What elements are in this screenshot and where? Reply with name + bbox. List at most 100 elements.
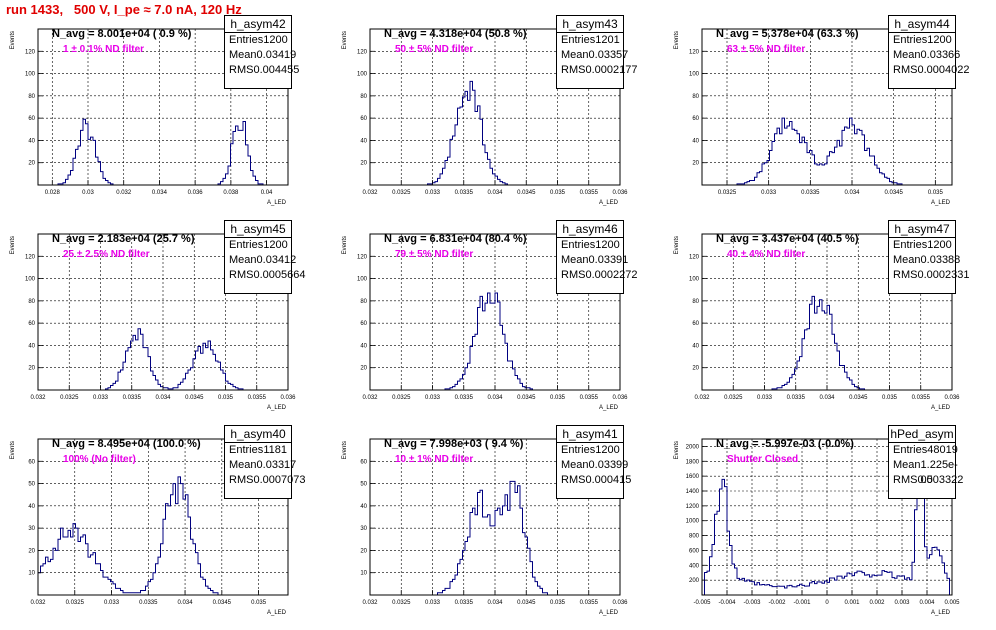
y-tick-label: 20 xyxy=(28,161,35,167)
filter-label: 79 ± 5% ND filter xyxy=(395,249,474,260)
x-tick-label: 0.0335 xyxy=(455,600,474,606)
histogram-name: h_asym45 xyxy=(225,221,291,238)
y-tick-label: 200 xyxy=(689,578,700,584)
histogram-plot: 0.032 0.0325 0.033 0.0335 0.034 0.0345 0.035 0.… xyxy=(342,438,628,616)
filter-label: 10 ± 1% ND filter xyxy=(395,454,474,465)
stats-value: 0.03391 xyxy=(588,254,629,266)
stats-label: RMS xyxy=(561,269,586,281)
x-tick-label: 0.0325 xyxy=(392,600,411,606)
stats-row-mean: Mean 0.03388 xyxy=(889,253,960,268)
histogram-panel-hPed_asym: -0.005 -0.004 -0.003 -0.002 -0.001 0 0.001 0.00… xyxy=(664,425,996,630)
x-tick-label: 0.036 xyxy=(280,395,296,401)
stats-label: Entries xyxy=(229,34,264,46)
x-axis-label: A_LED xyxy=(931,610,951,616)
x-tick-label: 0.0355 xyxy=(580,395,599,401)
y-tick-label: 20 xyxy=(28,548,35,554)
x-axis-label: A_LED xyxy=(931,405,951,411)
x-tick-label: -0.005 xyxy=(693,600,711,606)
stats-value: 48019 xyxy=(927,444,958,456)
histogram-panel-h_asym40: 0.032 0.0325 0.033 0.0335 0.034 0.0345 0.035 10… xyxy=(0,425,332,630)
navg-label: N_avg = 4.318e+04 (50.8 %) xyxy=(384,28,527,40)
navg-label: N_avg = 5.378e+04 (63.3 %) xyxy=(716,28,859,40)
stats-label: RMS xyxy=(561,474,586,486)
stats-label: RMS xyxy=(893,64,918,76)
x-tick-label: 0.0345 xyxy=(517,600,536,606)
y-tick-label: 10 xyxy=(360,571,367,577)
histogram-plot: 0.032 0.0325 0.033 0.0335 0.034 0.0345 0.035 10… xyxy=(10,438,289,616)
y-tick-label: 2000 xyxy=(686,444,700,450)
stats-value: 1.225e-05 xyxy=(920,459,958,486)
stats-row-rms: RMS 0.0002331 xyxy=(889,268,969,283)
x-tick-label: 0.032 xyxy=(694,395,710,401)
x-tick-label: 0.035 xyxy=(928,190,944,196)
stats-label: RMS xyxy=(229,474,254,486)
stats-label: RMS xyxy=(229,269,254,281)
histogram-panel-h_asym41: 0.032 0.0325 0.033 0.0335 0.034 0.0345 0.035 0.… xyxy=(332,425,664,630)
x-axis-label: A_LED xyxy=(267,405,287,411)
stats-label: RMS xyxy=(561,64,586,76)
x-tick-label: 0.0355 xyxy=(912,395,931,401)
histogram-panel-h_asym46: 0.032 0.0325 0.033 0.0335 0.034 0.0345 0.035 0.… xyxy=(332,220,664,425)
histogram-series xyxy=(38,118,288,186)
x-tick-label: 0.033 xyxy=(104,600,120,606)
x-tick-label: 0 xyxy=(825,600,829,606)
x-tick-label: 0.001 xyxy=(844,600,860,606)
histogram-name: h_asym43 xyxy=(557,16,623,33)
navg-label: N_avg = 7.998e+03 ( 9.4 %) xyxy=(384,438,524,450)
stats-row-rms: RMS 0.0005664 xyxy=(225,268,305,283)
x-axis-label: A_LED xyxy=(599,610,619,616)
y-tick-label: 80 xyxy=(28,94,35,100)
y-axis-label: Events xyxy=(674,31,680,49)
y-tick-label: 120 xyxy=(357,254,368,260)
y-tick-label: 60 xyxy=(28,459,35,465)
navg-label: N_avg = 2.183e+04 (25.7 %) xyxy=(52,233,195,245)
stats-label: Entries xyxy=(561,444,596,456)
stats-value: 0.03412 xyxy=(256,254,297,266)
y-tick-label: 60 xyxy=(28,321,35,327)
stats-label: Entries xyxy=(893,239,928,251)
stats-row-mean: Mean 0.03317 xyxy=(225,458,296,473)
y-tick-label: 60 xyxy=(692,116,699,122)
y-tick-label: 20 xyxy=(28,366,35,372)
y-tick-label: 60 xyxy=(360,321,367,327)
x-tick-label: 0.0335 xyxy=(801,190,820,196)
stats-box: hPed_asym Entries 48019 Mean 1.225e-05 RMS 0.0… xyxy=(888,425,963,499)
stats-row-entries: Entries 1200 xyxy=(225,33,291,48)
x-tick-label: 0.035 xyxy=(550,190,566,196)
x-tick-label: 0.0345 xyxy=(517,190,536,196)
filter-label: 100% (No filter) xyxy=(63,454,136,465)
filter-label: 25 ± 2.5% ND filter xyxy=(63,249,150,260)
stats-value: 0.0007073 xyxy=(253,474,306,486)
y-tick-label: 120 xyxy=(689,49,700,55)
y-tick-label: 20 xyxy=(360,548,367,554)
stats-row-rms: RMS 0.003322 xyxy=(889,473,963,488)
histogram-name: h_asym44 xyxy=(889,16,955,33)
histogram-name: h_asym42 xyxy=(225,16,291,33)
x-tick-label: 0.005 xyxy=(944,600,960,606)
y-axis-label: Events xyxy=(674,441,680,459)
stats-value: 1181 xyxy=(263,444,287,456)
x-tick-label: -0.002 xyxy=(768,600,786,606)
stats-row-rms: RMS 0.0004022 xyxy=(889,63,969,78)
y-tick-label: 1200 xyxy=(686,504,700,510)
x-tick-label: 0.036 xyxy=(612,190,628,196)
y-tick-label: 50 xyxy=(360,482,367,488)
y-tick-label: 100 xyxy=(357,72,368,78)
x-tick-label: -0.003 xyxy=(743,600,761,606)
x-axis-label: A_LED xyxy=(267,610,287,616)
stats-label: Entries xyxy=(561,34,596,46)
y-axis-label: Events xyxy=(10,441,16,459)
x-tick-label: 0.032 xyxy=(30,600,46,606)
stats-box: h_asym45 Entries 1200 Mean 0.03412 RMS 0.00056… xyxy=(224,220,305,294)
stats-value: 0.03366 xyxy=(920,49,961,61)
x-tick-label: 0.0345 xyxy=(884,190,903,196)
x-tick-label: 0.0345 xyxy=(849,395,868,401)
stats-box: h_asym40 Entries 1181 Mean 0.03317 RMS 0.00070… xyxy=(224,425,305,499)
stats-value: 0.0002272 xyxy=(585,269,638,281)
y-tick-label: 600 xyxy=(689,548,700,554)
x-tick-label: -0.001 xyxy=(793,600,811,606)
x-tick-label: 0.036 xyxy=(188,190,204,196)
filter-label: Shutter Closed xyxy=(727,454,799,465)
y-axis-label: Events xyxy=(342,441,348,459)
y-tick-label: 1000 xyxy=(686,519,700,525)
